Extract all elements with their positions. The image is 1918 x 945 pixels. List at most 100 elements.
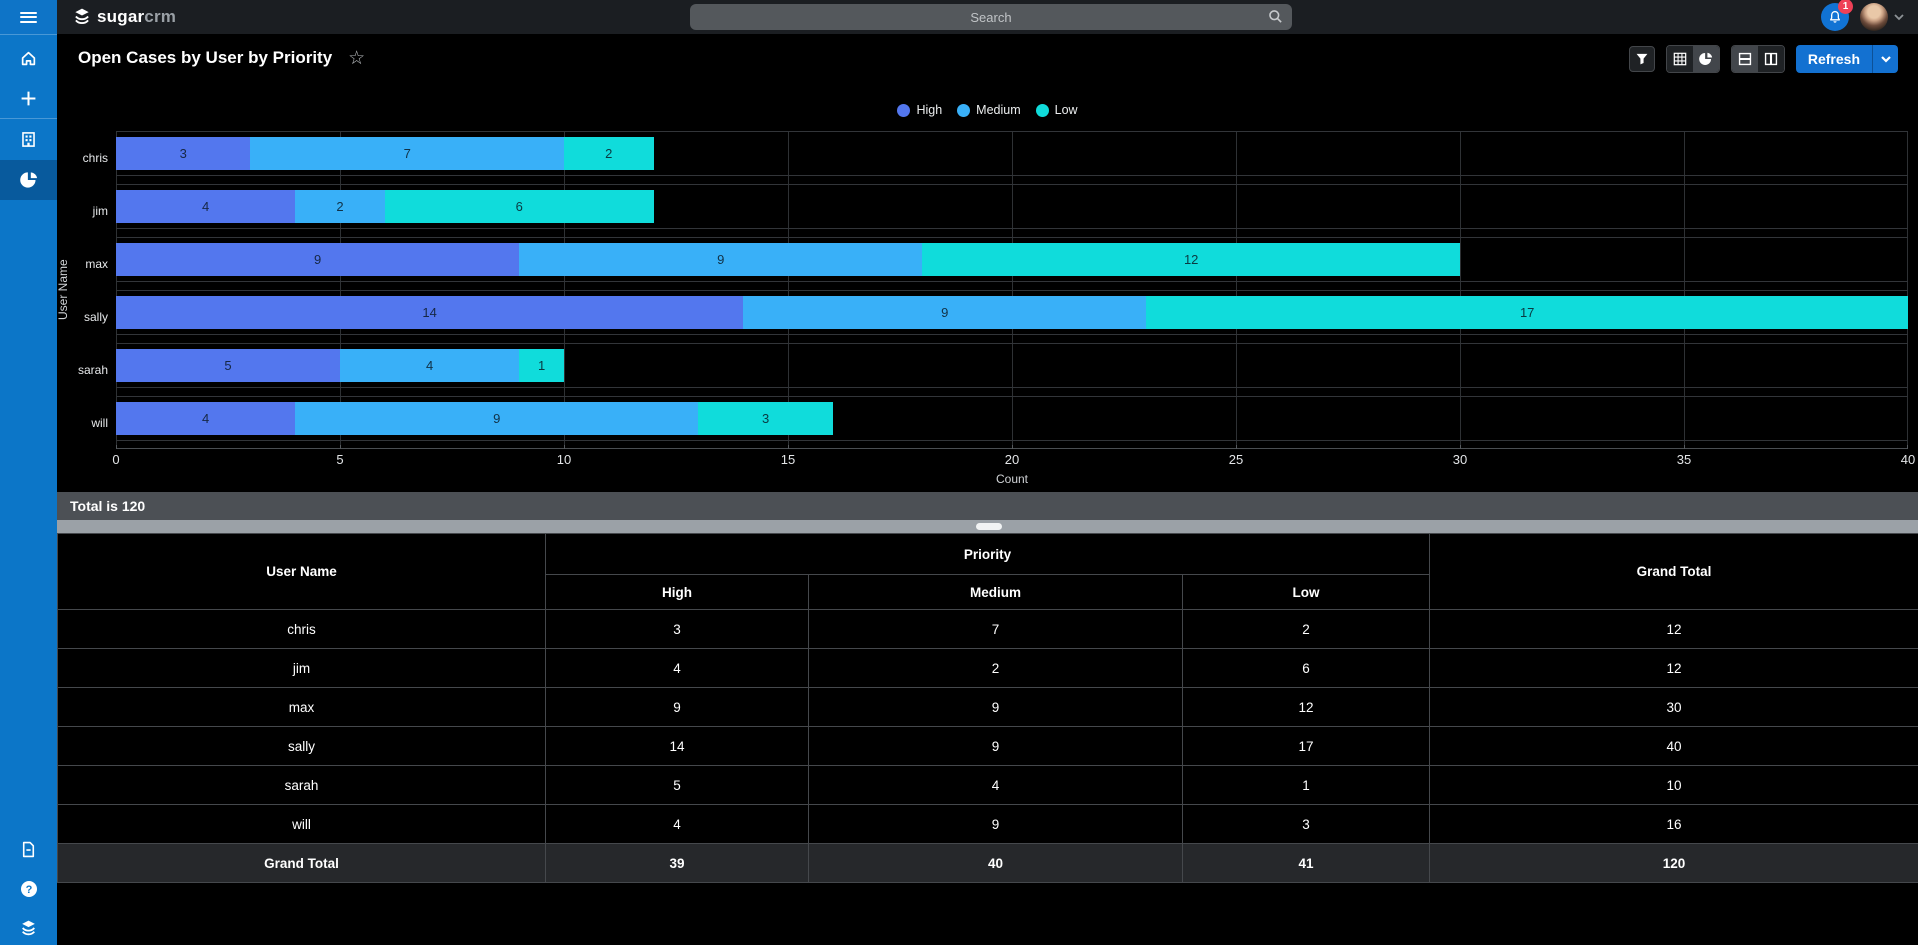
search-input[interactable] (690, 4, 1292, 30)
sidebar-item-home[interactable] (0, 38, 57, 78)
high-value-cell: 4 (545, 804, 809, 844)
app-logo[interactable]: sugarcrm (72, 0, 176, 34)
split-horizontal-button[interactable] (1731, 46, 1758, 72)
bar-segment-low[interactable]: 3 (698, 402, 833, 435)
bar-segment-high[interactable]: 5 (116, 349, 340, 382)
bar-segment-low[interactable]: 1 (519, 349, 564, 382)
total-summary-text: Total is 120 (70, 498, 146, 514)
bar-value-label: 3 (179, 146, 187, 161)
user-name-cell: jim (57, 648, 546, 688)
svg-text:?: ? (25, 884, 32, 896)
stacked-bar: 4 9 3 (116, 402, 833, 435)
bar-segment-medium[interactable]: 9 (519, 243, 923, 276)
table-body: chris 3 7 2 12 jim 4 2 6 12 max 9 9 12 30 sally 14 9 17 40 s… (57, 609, 1918, 883)
medium-value-cell: 2 (808, 648, 1183, 688)
grand-total-column-header: Grand Total (1429, 533, 1918, 610)
low-value-cell: 41 (1181, 843, 1431, 883)
search-icon[interactable] (1268, 9, 1283, 24)
layers-icon (19, 919, 38, 938)
medium-value-cell: 9 (808, 726, 1183, 766)
bar-segment-medium[interactable]: 4 (340, 349, 520, 382)
bar-segment-low[interactable]: 17 (1146, 296, 1908, 329)
bar-value-label: 5 (224, 358, 232, 373)
sidebar-item-company[interactable] (0, 119, 57, 159)
bar-segment-medium[interactable]: 2 (295, 190, 385, 223)
bar-segment-high[interactable]: 14 (116, 296, 744, 329)
category-label: max (85, 256, 108, 271)
category-label: sarah (77, 362, 108, 377)
bar-segment-high[interactable]: 9 (116, 243, 520, 276)
bar-segment-medium[interactable]: 9 (295, 402, 699, 435)
chart-row-band: 4 9 3 (116, 396, 1908, 441)
tick-mark (1684, 445, 1685, 449)
split-horizontal-icon (1738, 52, 1752, 66)
category-label: chris (82, 150, 108, 165)
chart-plot: 3 7 2 4 2 6 9 9 12 14 9 17 5 4 1 4 9 3 (116, 131, 1908, 449)
tick-mark (1460, 445, 1461, 449)
bar-segment-low[interactable]: 12 (922, 243, 1460, 276)
table-view-button[interactable] (1666, 46, 1693, 72)
favorite-star-icon[interactable]: ☆ (348, 47, 366, 69)
high-value-cell: 14 (545, 726, 809, 766)
medium-value-cell: 4 (808, 765, 1183, 805)
table-grid-icon (1673, 52, 1687, 66)
legend-item-low[interactable]: Low (1035, 103, 1078, 117)
sidebar-item-charts[interactable] (0, 160, 57, 200)
high-value-cell: 9 (545, 687, 809, 727)
topbar: sugarcrm 1 (0, 0, 1918, 34)
layout-toggle-group (1730, 45, 1785, 73)
help-icon: ? (20, 880, 38, 898)
bar-segment-high[interactable]: 4 (116, 190, 296, 223)
chart-row-band: 4 2 6 (116, 184, 1908, 229)
notifications-button[interactable]: 1 (1821, 0, 1853, 31)
splitter-track[interactable] (57, 520, 1918, 533)
tick-mark (340, 445, 341, 449)
bar-segment-medium[interactable]: 7 (250, 137, 564, 170)
medium-value-cell: 7 (808, 609, 1183, 649)
sidebar-item-create[interactable] (0, 78, 57, 118)
filter-icon (1635, 52, 1649, 66)
bar-value-label: 14 (422, 305, 437, 320)
low-value-cell: 17 (1181, 726, 1431, 766)
grand-total-row: Grand Total 39 40 41 120 (57, 843, 1918, 883)
bar-segment-medium[interactable]: 9 (743, 296, 1147, 329)
sidebar-item-sugar[interactable] (0, 908, 57, 945)
notification-count-badge: 1 (1838, 0, 1853, 14)
sidebar-item-documents[interactable] (0, 829, 57, 869)
stacked-bar: 5 4 1 (116, 349, 564, 382)
category-label: sally (83, 309, 108, 324)
user-avatar[interactable] (1860, 3, 1888, 31)
menu-toggle-button[interactable] (0, 0, 57, 34)
profile-chevron-down-icon[interactable] (1893, 12, 1905, 22)
x-tick-label: 40 (1900, 452, 1916, 467)
chart-view-button[interactable] (1692, 46, 1719, 72)
refresh-split-button: Refresh (1795, 45, 1898, 73)
bar-segment-high[interactable]: 4 (116, 402, 296, 435)
bar-segment-low[interactable]: 6 (384, 190, 654, 223)
splitter-handle[interactable] (976, 523, 1002, 530)
bell-icon (1828, 10, 1842, 24)
user-name-column-header: User Name (57, 533, 546, 610)
tick-mark (116, 445, 117, 449)
view-toggle-group (1665, 45, 1720, 73)
bar-segment-high[interactable]: 3 (116, 137, 251, 170)
bar-value-label: 12 (1183, 252, 1199, 267)
split-vertical-button[interactable] (1757, 46, 1784, 72)
legend-item-high[interactable]: High (897, 103, 942, 117)
bar-segment-low[interactable]: 2 (563, 137, 654, 170)
user-name-cell: max (57, 687, 546, 727)
legend-item-medium[interactable]: Medium (957, 103, 1021, 117)
high-value-cell: 3 (545, 609, 809, 649)
refresh-button[interactable]: Refresh (1807, 51, 1860, 67)
split-vertical-icon (1764, 52, 1778, 66)
user-name-cell: Grand Total (57, 843, 546, 883)
x-tick-label: 10 (556, 452, 572, 467)
sidebar-item-help[interactable]: ? (0, 869, 57, 909)
refresh-dropdown-button[interactable] (1872, 45, 1898, 73)
legend-swatch-icon (1035, 103, 1049, 117)
total-summary-bar: Total is 120 (57, 492, 1918, 520)
report-header: Open Cases by User by Priority ☆ (57, 34, 1918, 82)
legend-swatch-icon (957, 103, 971, 117)
filter-button[interactable] (1628, 46, 1655, 72)
